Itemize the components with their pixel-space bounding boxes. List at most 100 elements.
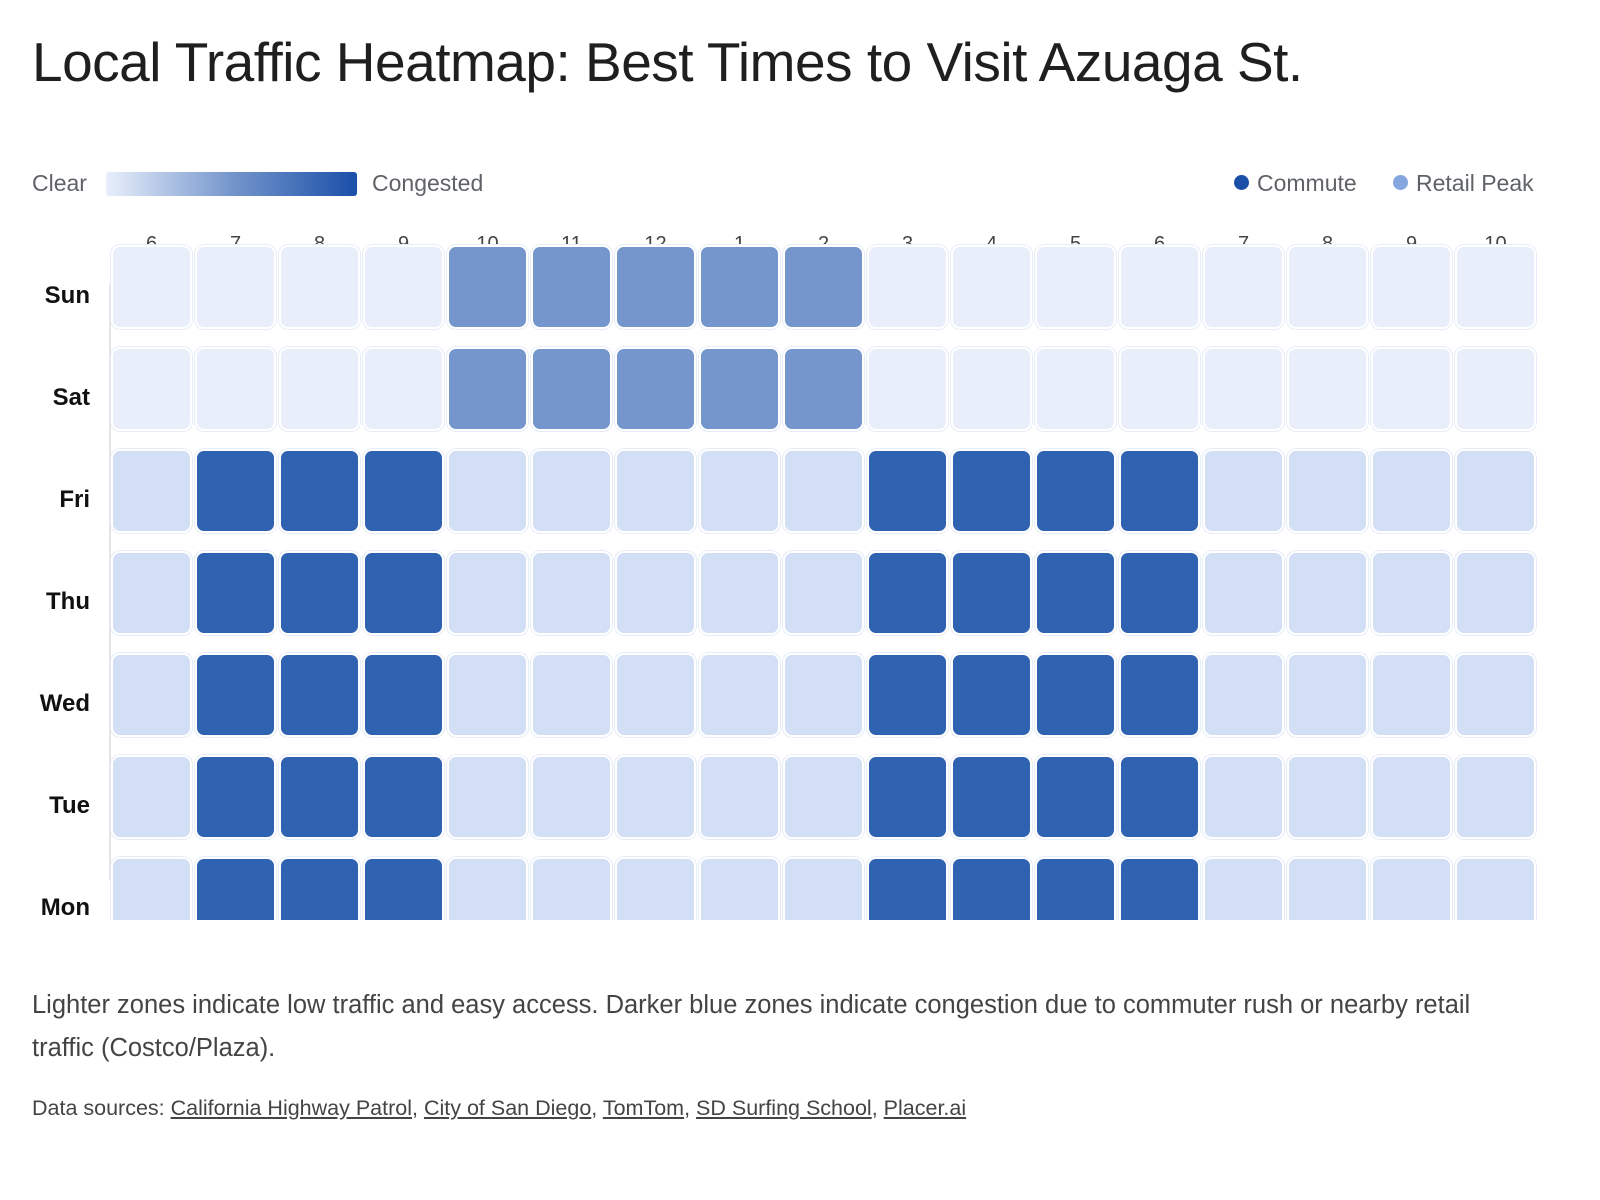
heatmap-cell [1373,349,1450,429]
heatmap-cell [1205,859,1282,920]
heatmap-cell [701,757,778,837]
heatmap-cell [953,859,1030,920]
heatmap-cell [1037,451,1114,531]
heatmap-cell [197,349,274,429]
heatmap-cell [533,349,610,429]
heatmap-cell [869,859,946,920]
heatmap-cell [1121,349,1198,429]
heatmap-cell [365,757,442,837]
heatmap-cell [701,451,778,531]
y-tick-label: Mon [40,894,90,920]
x-tick-label: 8 [1321,233,1334,255]
heatmap-cell [785,553,862,633]
heatmap-cell [281,451,358,531]
legend-retail-label: Retail Peak [1416,170,1534,196]
heatmap-cell [953,553,1030,633]
heatmap-cell [617,451,694,531]
heatmap-cell [1205,247,1282,327]
heatmap-cell [449,859,526,920]
heatmap-cell [953,247,1030,327]
heatmap-cell [533,757,610,837]
source-link[interactable]: TomTom [602,1096,685,1120]
heatmap-cell [1289,757,1366,837]
source-link[interactable]: California Highway Patrol [170,1096,413,1120]
heatmap-cell [1205,451,1282,531]
heatmap-cell [701,859,778,920]
heatmap-cell [1373,859,1450,920]
heatmap-cell [701,247,778,327]
heatmap-cell [1205,757,1282,837]
x-tick-label: 2 [817,233,830,255]
heatmap-cell [1373,451,1450,531]
heatmap-cell [365,859,442,920]
heatmap-cell [1121,247,1198,327]
heatmap-cell [1373,553,1450,633]
heatmap-cell [617,247,694,327]
heatmap-cell [1289,451,1366,531]
heatmap-cell [197,757,274,837]
heatmap-cell [197,859,274,920]
heatmap-cell [1289,655,1366,735]
heatmap-cell [281,859,358,920]
heatmap-cell [113,553,190,633]
heatmap-cell [533,655,610,735]
heatmap-cell [701,655,778,735]
source-link[interactable]: City of San Diego [423,1096,592,1120]
heatmap-cell [953,757,1030,837]
y-tick-label: Sat [52,384,90,411]
heatmap-cell [1373,757,1450,837]
heatmap-cell [449,655,526,735]
retail-dot-icon [1393,175,1408,191]
x-tick-label: 9 [397,233,410,255]
source-link[interactable]: SD Surfing School [696,1096,872,1120]
heatmap-cell [197,451,274,531]
heatmap-cell [113,655,190,735]
heatmap-cell [1037,349,1114,429]
legend-commute: Commute [1234,170,1357,197]
scale-min-label: Clear [32,170,87,196]
y-tick-label: Tue [49,792,90,819]
heatmap-cell [197,553,274,633]
x-tick-label: 3 [901,233,914,255]
heatmap-cell [449,247,526,327]
heatmap-cell [785,451,862,531]
heatmap-cell [1457,859,1534,920]
heatmap-cell [365,349,442,429]
color-scale-bar [106,172,357,196]
legend-commute-label: Commute [1257,170,1357,196]
x-tick-label: 6 [145,233,158,255]
heatmap-cell [113,451,190,531]
heatmap-cell [869,451,946,531]
page-title: Local Traffic Heatmap: Best Times to Vis… [32,31,1303,93]
heatmap-cell [617,757,694,837]
heatmap-cell [1037,859,1114,920]
heatmap-cell [869,655,946,735]
heatmap-cell [1121,859,1198,920]
heatmap-cell [197,655,274,735]
x-tick-label: 7 [1237,233,1250,255]
source-link[interactable]: Placer.ai [883,1096,967,1120]
heatmap-cell [533,451,610,531]
heatmap-cell [1373,247,1450,327]
heatmap-cell [785,757,862,837]
heatmap-cell [197,247,274,327]
x-tick-label: 5 [1069,233,1082,255]
heatmap-cell [281,349,358,429]
heatmap-cell [869,247,946,327]
scale-max-label: Congested [372,170,484,196]
heatmap-cell [113,859,190,920]
heatmap-cell [1457,655,1534,735]
heatmap-cell [869,349,946,429]
legend-retail: Retail Peak [1393,170,1534,197]
heatmap-cell [1457,247,1534,327]
heatmap-cell [869,553,946,633]
heatmap-cell [1037,247,1114,327]
heatmap-cell [869,757,946,837]
heatmap-cell [365,655,442,735]
heatmap-cell [449,553,526,633]
heatmap-cell [701,349,778,429]
y-tick-label: Wed [39,690,90,717]
heatmap-cell [1457,349,1534,429]
heatmap-cell [449,349,526,429]
heatmap-cell [1037,655,1114,735]
